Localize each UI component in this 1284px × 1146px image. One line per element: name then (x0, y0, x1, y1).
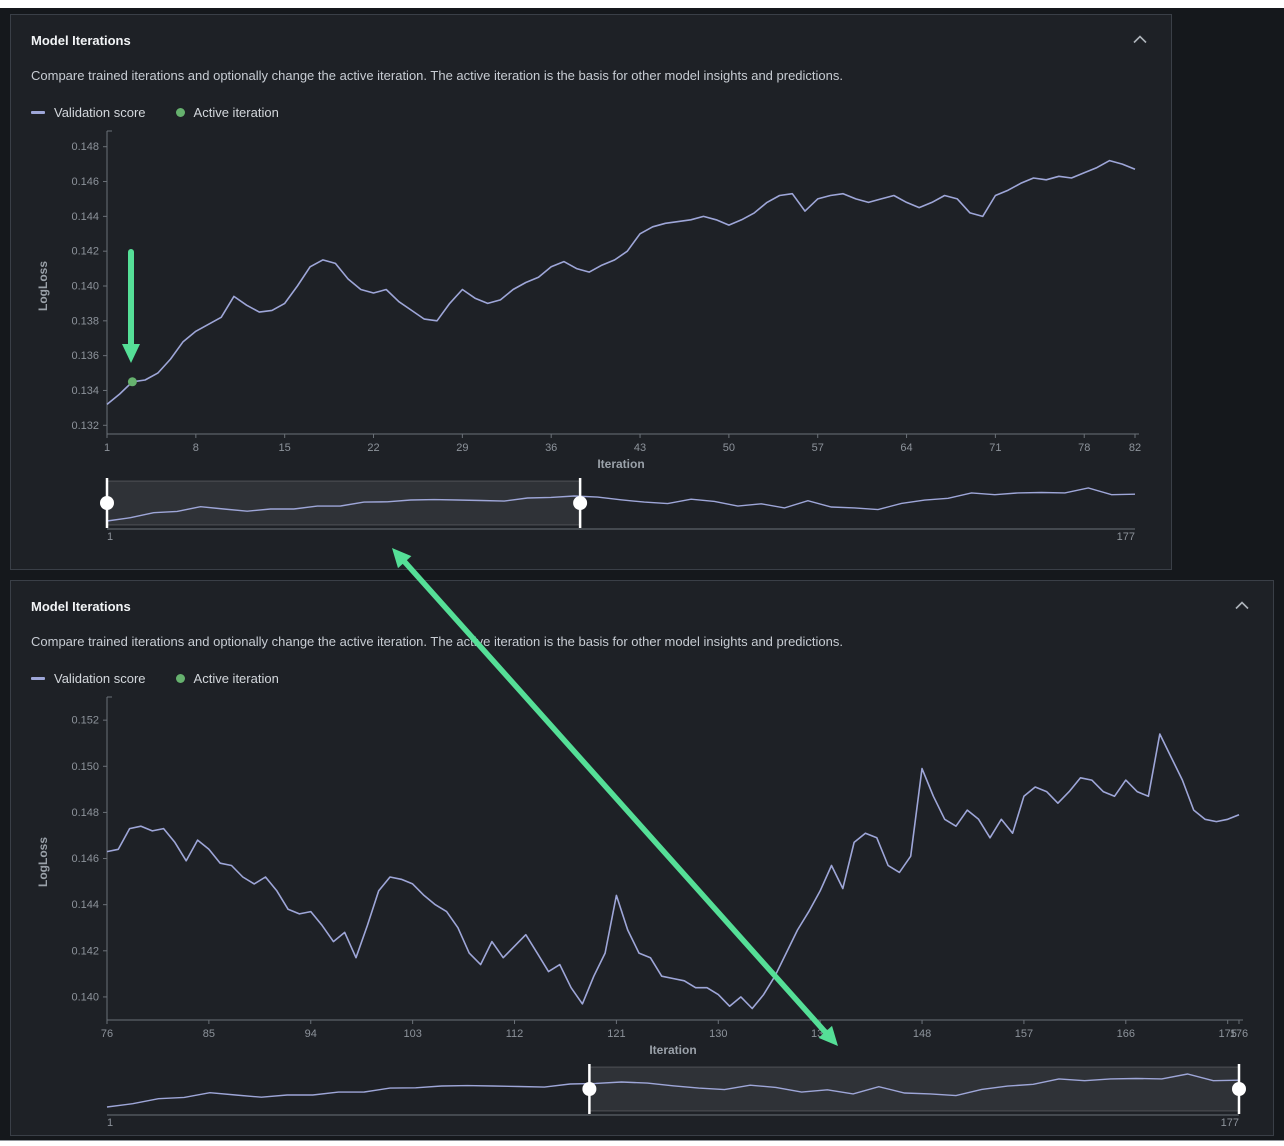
dot-swatch-icon (175, 108, 185, 117)
x-tick-label: 175 (1219, 1028, 1237, 1040)
slider-selection[interactable] (588, 1066, 1240, 1112)
y-tick-label: 0.148 (71, 807, 99, 819)
y-tick-label: 0.134 (71, 385, 99, 397)
x-tick-label: 57 (812, 442, 824, 454)
y-axis-title: LogLoss (36, 261, 50, 311)
legend-active-iteration[interactable]: Active iteration (175, 105, 279, 120)
y-axis-title: LogLoss (36, 837, 50, 887)
x-tick-label: 157 (1015, 1028, 1033, 1040)
panel-description: Compare trained iterations and optionall… (31, 68, 843, 83)
y-tick-label: 0.136 (71, 350, 99, 362)
x-axis-title: Iteration (649, 1043, 696, 1057)
x-tick-label: 139 (811, 1028, 829, 1040)
slider-selection[interactable] (106, 480, 581, 526)
y-tick-label: 0.142 (71, 246, 99, 258)
x-tick-label: 36 (545, 442, 557, 454)
dot-swatch-icon (175, 674, 185, 683)
y-tick-label: 0.144 (71, 899, 99, 911)
x-tick-label: 29 (456, 442, 468, 454)
panel-title: Model Iterations (31, 32, 131, 48)
line-swatch-icon (31, 677, 45, 680)
x-tick-label: 22 (367, 442, 379, 454)
y-tick-label: 0.150 (71, 761, 99, 773)
x-tick-label: 112 (506, 1028, 524, 1040)
logloss-chart[interactable]: 0.132 0.134 0.136 0.138 0.140 0.142 0.144 0.146… (31, 126, 1151, 474)
slider-handle-left[interactable] (582, 1082, 597, 1096)
panel-title: Model Iterations (31, 598, 131, 614)
x-tick-label: 64 (900, 442, 912, 454)
slider-axis-min-label: 1 (107, 1117, 113, 1128)
legend-validation-score[interactable]: Validation score (31, 671, 146, 686)
panel-header: Model Iterations (31, 29, 1151, 51)
iteration-range-slider[interactable]: 1 177 (31, 478, 1151, 542)
y-tick-label: 0.138 (71, 315, 99, 327)
x-tick-label: 15 (279, 442, 291, 454)
overview-line (106, 487, 1136, 522)
x-tick-label: 43 (634, 442, 646, 454)
legend-active-iteration[interactable]: Active iteration (175, 671, 279, 686)
x-axis-title: Iteration (597, 457, 644, 471)
x-tick-label: 50 (723, 442, 735, 454)
app-background: Model Iterations Compare trained iterati… (0, 8, 1284, 1141)
legend-validation-score[interactable]: Validation score (31, 105, 146, 120)
x-tick-label: 148 (913, 1028, 931, 1040)
iteration-range-slider[interactable]: 1 177 (31, 1064, 1255, 1128)
legend-label: Validation score (54, 105, 146, 120)
y-tick-label: 0.140 (71, 991, 99, 1003)
y-tick-label: 0.142 (71, 945, 99, 957)
x-tick-label: 8 (193, 442, 199, 454)
panel-description: Compare trained iterations and optionall… (31, 634, 843, 649)
panel-header: Model Iterations (31, 595, 1253, 617)
slider-axis-min-label: 1 (107, 531, 113, 542)
x-tick-label: 130 (709, 1028, 727, 1040)
x-tick-label: 78 (1078, 442, 1090, 454)
legend-label: Active iteration (193, 105, 279, 120)
x-tick-label: 94 (305, 1028, 317, 1040)
model-iterations-panel-bottom: Model Iterations Compare trained iterati… (10, 580, 1274, 1136)
x-tick-label: 166 (1117, 1028, 1135, 1040)
validation-score-line (106, 159, 1136, 406)
y-tick-label: 0.132 (71, 420, 99, 432)
x-tick-label: 1 (104, 442, 110, 454)
logloss-chart[interactable]: 0.140 0.142 0.144 0.146 0.148 0.150 0.152 76 85 9… (31, 692, 1255, 1060)
x-tick-label: 176 (1230, 1028, 1248, 1040)
active-iteration-dot[interactable] (127, 377, 137, 387)
x-tick-label: 71 (989, 442, 1001, 454)
slider-handle-right[interactable] (573, 496, 588, 510)
slider-handle-left[interactable] (100, 496, 114, 510)
line-swatch-icon (31, 111, 45, 114)
y-tick-label: 0.152 (71, 715, 99, 727)
collapse-chevron-icon[interactable] (1129, 29, 1151, 51)
x-tick-label: 121 (607, 1028, 625, 1040)
slider-axis-max-label: 177 (1117, 531, 1135, 542)
legend-label: Validation score (54, 671, 146, 686)
y-tick-label: 0.146 (71, 176, 99, 188)
y-tick-label: 0.144 (71, 211, 99, 223)
y-tick-label: 0.146 (71, 853, 99, 865)
chart-legend: Validation score Active iteration (31, 671, 1253, 686)
x-tick-label: 76 (101, 1028, 113, 1040)
model-iterations-panel-top: Model Iterations Compare trained iterati… (10, 14, 1172, 570)
slider-axis-max-label: 177 (1221, 1117, 1239, 1128)
legend-label: Active iteration (193, 671, 279, 686)
collapse-chevron-icon[interactable] (1231, 595, 1253, 617)
y-tick-label: 0.148 (71, 141, 99, 153)
slider-handle-right[interactable] (1232, 1082, 1246, 1096)
validation-score-line (106, 733, 1240, 1010)
overview-line (106, 1073, 1240, 1108)
chart-legend: Validation score Active iteration (31, 105, 1151, 120)
x-tick-label: 85 (203, 1028, 215, 1040)
x-tick-label: 103 (403, 1028, 421, 1040)
x-tick-label: 82 (1129, 442, 1141, 454)
y-tick-label: 0.140 (71, 281, 99, 293)
